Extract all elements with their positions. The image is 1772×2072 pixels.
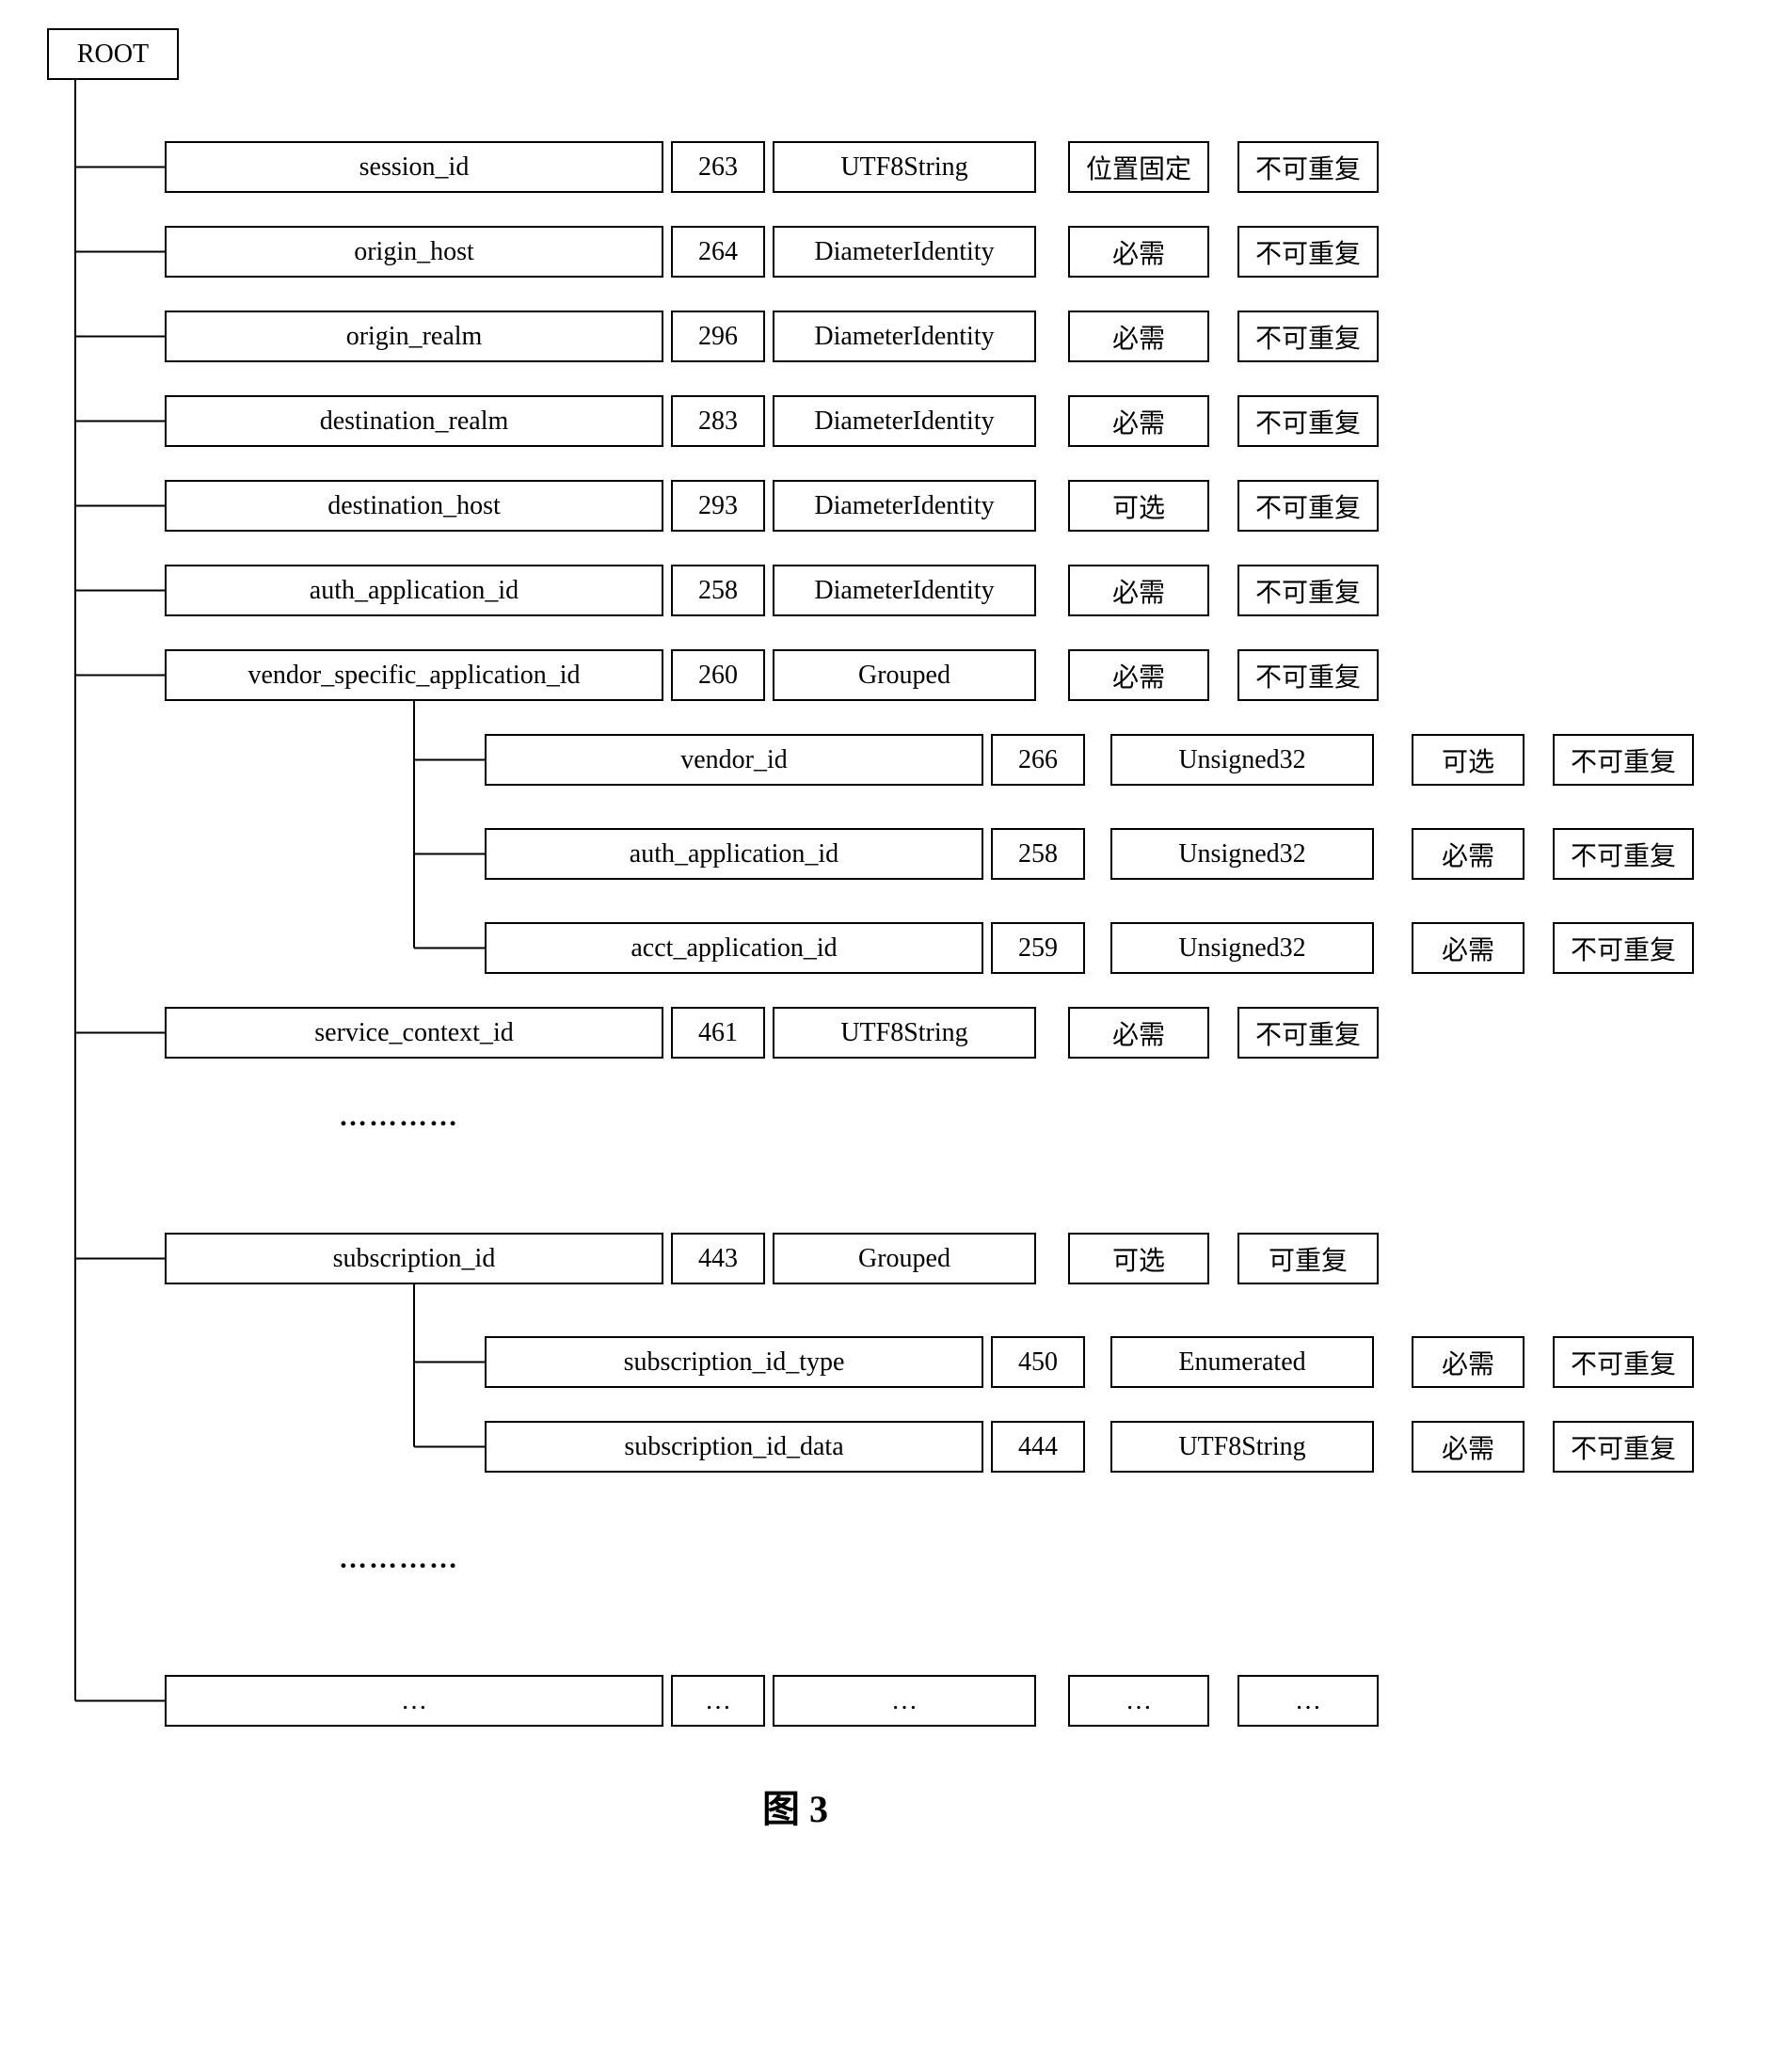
l2b-sub_type-type: Enumerated <box>1110 1336 1374 1388</box>
l2b-sub_data-type: UTF8String <box>1110 1421 1374 1473</box>
ellipsis: ………… <box>339 1543 459 1575</box>
l1-auth_app_id-type: DiameterIdentity <box>773 565 1036 616</box>
l2a-auth_app_id2-type: Unsigned32 <box>1110 828 1374 880</box>
l2b-sub_type-rep: 不可重复 <box>1553 1336 1694 1388</box>
l1-vendor_specific-code: 260 <box>671 649 765 701</box>
l1-session_id-req: 位置固定 <box>1068 141 1209 193</box>
l2b-sub_data-name: subscription_id_data <box>485 1421 983 1473</box>
l1-destination_host-req: 可选 <box>1068 480 1209 532</box>
l2b-sub_data-code: 444 <box>991 1421 1085 1473</box>
l1-origin_realm-type: DiameterIdentity <box>773 311 1036 362</box>
l1-origin_host-name: origin_host <box>165 226 663 278</box>
l1-destination_host-code: 293 <box>671 480 765 532</box>
l1-placeholder-name: … <box>165 1675 663 1727</box>
l1-destination_realm-rep: 不可重复 <box>1237 395 1379 447</box>
l2b-sub_data-rep: 不可重复 <box>1553 1421 1694 1473</box>
l1-subscription-code: 443 <box>671 1233 765 1284</box>
l1-vendor_specific-name: vendor_specific_application_id <box>165 649 663 701</box>
l1-destination_realm-code: 283 <box>671 395 765 447</box>
l1-vendor_specific-req: 必需 <box>1068 649 1209 701</box>
tree-diagram: ROOTsession_id263UTF8String位置固定不可重复origi… <box>19 19 1750 2051</box>
l2a-acct_app_id-type: Unsigned32 <box>1110 922 1374 974</box>
l1-placeholder-code: … <box>671 1675 765 1727</box>
l2a-auth_app_id2-rep: 不可重复 <box>1553 828 1694 880</box>
l2a-acct_app_id-rep: 不可重复 <box>1553 922 1694 974</box>
l1-session_id-type: UTF8String <box>773 141 1036 193</box>
l2b-sub_data-req: 必需 <box>1412 1421 1525 1473</box>
l1-destination_host-type: DiameterIdentity <box>773 480 1036 532</box>
l1-auth_app_id-code: 258 <box>671 565 765 616</box>
l1-session_id-name: session_id <box>165 141 663 193</box>
l1-service_ctx-type: UTF8String <box>773 1007 1036 1059</box>
l1-auth_app_id-req: 必需 <box>1068 565 1209 616</box>
l1-vendor_specific-rep: 不可重复 <box>1237 649 1379 701</box>
l1-destination_realm-req: 必需 <box>1068 395 1209 447</box>
l1-origin_realm-rep: 不可重复 <box>1237 311 1379 362</box>
l1-origin_realm-name: origin_realm <box>165 311 663 362</box>
l1-subscription-rep: 可重复 <box>1237 1233 1379 1284</box>
l1-vendor_specific-type: Grouped <box>773 649 1036 701</box>
l2a-auth_app_id2-name: auth_application_id <box>485 828 983 880</box>
l2b-sub_type-req: 必需 <box>1412 1336 1525 1388</box>
l1-subscription-type: Grouped <box>773 1233 1036 1284</box>
l1-origin_host-type: DiameterIdentity <box>773 226 1036 278</box>
l1-service_ctx-code: 461 <box>671 1007 765 1059</box>
l1-placeholder-req: … <box>1068 1675 1209 1727</box>
l2b-sub_type-code: 450 <box>991 1336 1085 1388</box>
l1-session_id-code: 263 <box>671 141 765 193</box>
l1-origin_host-code: 264 <box>671 226 765 278</box>
l1-session_id-rep: 不可重复 <box>1237 141 1379 193</box>
l2a-vendor_id-code: 266 <box>991 734 1085 786</box>
l2a-vendor_id-req: 可选 <box>1412 734 1525 786</box>
l2a-auth_app_id2-code: 258 <box>991 828 1085 880</box>
l1-subscription-req: 可选 <box>1068 1233 1209 1284</box>
l1-placeholder-type: … <box>773 1675 1036 1727</box>
l2b-sub_type-name: subscription_id_type <box>485 1336 983 1388</box>
l1-service_ctx-req: 必需 <box>1068 1007 1209 1059</box>
l1-destination_host-rep: 不可重复 <box>1237 480 1379 532</box>
l1-service_ctx-name: service_context_id <box>165 1007 663 1059</box>
l2a-vendor_id-type: Unsigned32 <box>1110 734 1374 786</box>
l1-destination_host-name: destination_host <box>165 480 663 532</box>
l1-origin_host-req: 必需 <box>1068 226 1209 278</box>
l1-origin_realm-req: 必需 <box>1068 311 1209 362</box>
l2a-acct_app_id-name: acct_application_id <box>485 922 983 974</box>
l2a-vendor_id-name: vendor_id <box>485 734 983 786</box>
l2a-acct_app_id-code: 259 <box>991 922 1085 974</box>
l2a-vendor_id-rep: 不可重复 <box>1553 734 1694 786</box>
l1-origin_host-rep: 不可重复 <box>1237 226 1379 278</box>
l1-placeholder-rep: … <box>1237 1675 1379 1727</box>
l2a-acct_app_id-req: 必需 <box>1412 922 1525 974</box>
l1-service_ctx-rep: 不可重复 <box>1237 1007 1379 1059</box>
l1-destination_realm-name: destination_realm <box>165 395 663 447</box>
ellipsis: ………… <box>339 1101 459 1133</box>
l1-auth_app_id-name: auth_application_id <box>165 565 663 616</box>
l1-destination_realm-type: DiameterIdentity <box>773 395 1036 447</box>
l1-subscription-name: subscription_id <box>165 1233 663 1284</box>
l2a-auth_app_id2-req: 必需 <box>1412 828 1525 880</box>
root-node: ROOT <box>47 28 179 80</box>
l1-auth_app_id-rep: 不可重复 <box>1237 565 1379 616</box>
figure-label: 图 3 <box>762 1778 828 1833</box>
l1-origin_realm-code: 296 <box>671 311 765 362</box>
